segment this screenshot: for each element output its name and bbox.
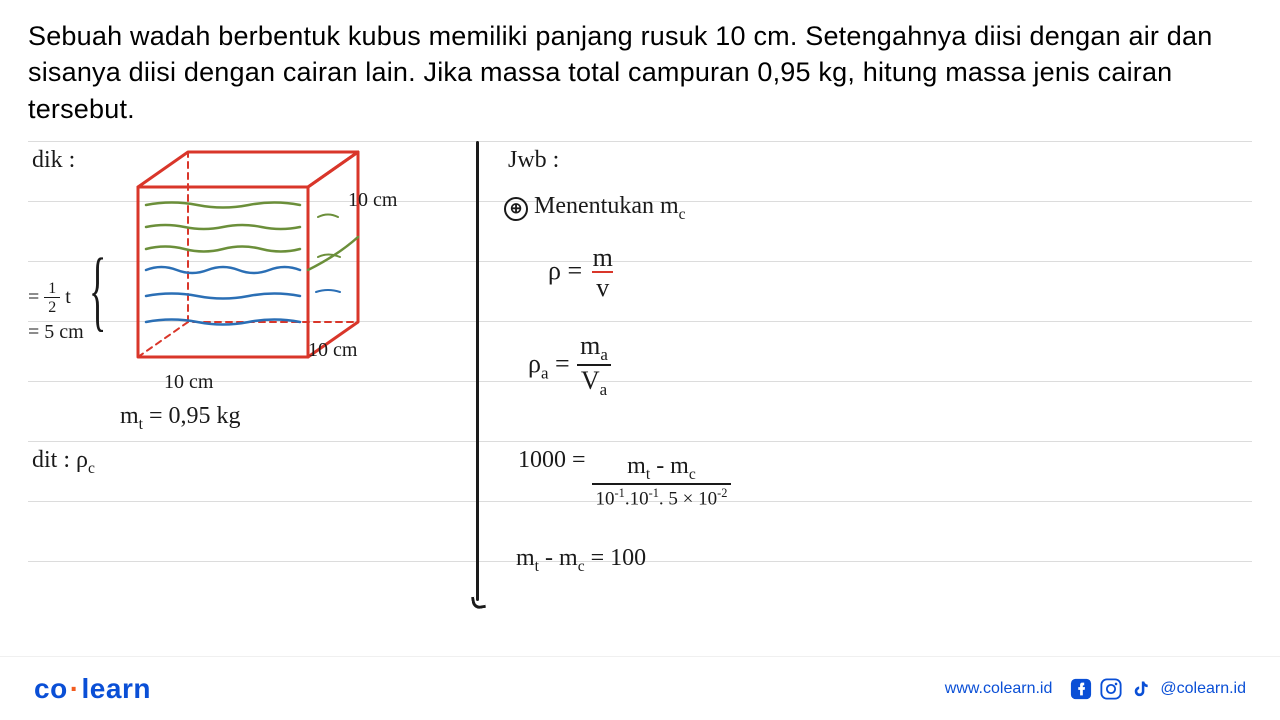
dim-right: 10 cm (348, 189, 397, 212)
eq-substitution: 1000 = mt - mc 10-1.10-1. 5 × 10-2 (518, 447, 731, 508)
density-formula: ρ = mv (548, 245, 617, 301)
social-icons: @colearn.id (1070, 678, 1246, 700)
half-height-b: = 5 cm (28, 321, 84, 344)
dit-label: dit : ρc (32, 447, 95, 478)
jwb-label: Jwb : (508, 147, 559, 174)
social-handle[interactable]: @colearn.id (1160, 680, 1246, 698)
facebook-icon[interactable] (1070, 678, 1092, 700)
dik-label: dik : (32, 147, 75, 174)
dim-bottom: 10 cm (164, 371, 213, 394)
footer: co·learn www.colearn.id @colearn.id (0, 656, 1280, 720)
instagram-icon[interactable] (1100, 678, 1122, 700)
cube-diagram (128, 137, 408, 397)
logo-learn: learn (82, 673, 151, 704)
website-url[interactable]: www.colearn.id (945, 680, 1053, 698)
mass-total: mt = 0,95 kg (120, 403, 241, 434)
tiktok-icon[interactable] (1130, 678, 1152, 700)
step-marker-icon: ⊕ (504, 197, 528, 221)
logo-dot-icon: · (70, 673, 80, 704)
brace: { (89, 239, 106, 342)
dim-depth: 10 cm (308, 339, 357, 362)
half-height-a: = 12 t (28, 281, 71, 316)
work-area: dik : 10 cm 10 cm 10 cm = 12 t = 5 cm { … (28, 141, 1252, 611)
question-text: Sebuah wadah berbentuk kubus memiliki pa… (0, 0, 1280, 141)
water-density-formula: ρa = maVa (528, 333, 612, 399)
step1: ⊕Menentukan mc (504, 193, 686, 224)
column-divider (476, 141, 479, 601)
logo-co: co (34, 673, 68, 704)
eq-result: mt - mc = 100 (516, 545, 646, 576)
footer-right: www.colearn.id @colearn.id (945, 678, 1246, 700)
brand-logo: co·learn (34, 673, 151, 705)
